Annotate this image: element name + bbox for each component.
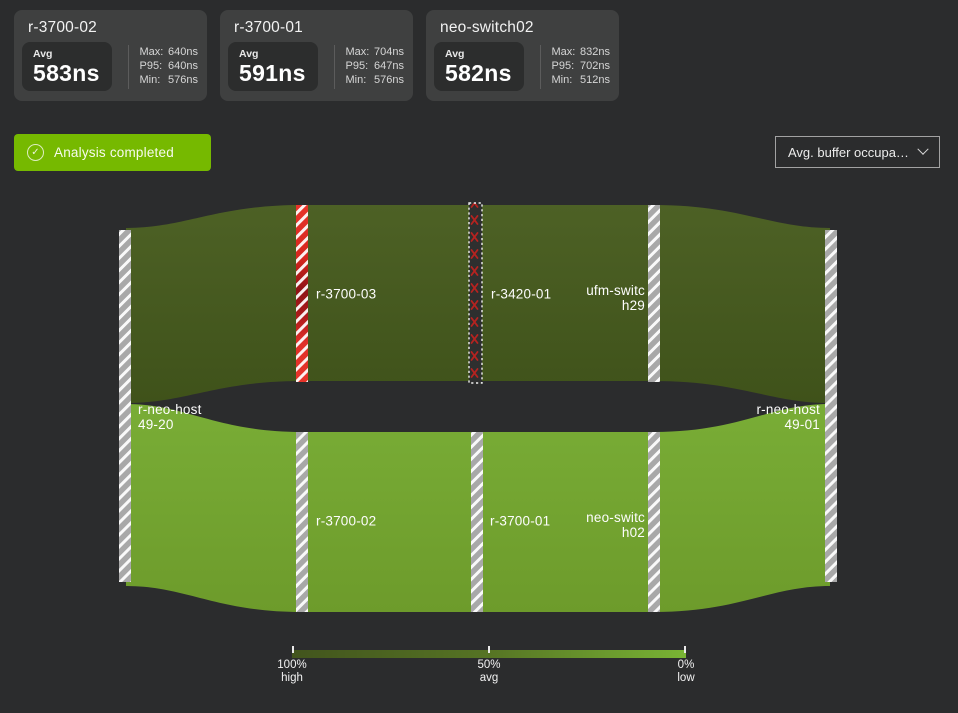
stat-card-r-3700-02: r-3700-02 Avg 583ns Max: 640ns P95: 640ns … xyxy=(14,10,207,101)
node-r-3700-02[interactable] xyxy=(296,432,308,612)
stat-p95: P95: 640ns xyxy=(139,60,198,72)
sankey-canvas xyxy=(119,202,837,612)
node-label-r-3700-02: r-3700-02 xyxy=(316,513,377,529)
legend-label-avg: 50% avg xyxy=(477,659,501,684)
stat-max: Max: 832ns xyxy=(551,46,610,58)
stat-list: Max: 640ns P95: 640ns Min: 576ns xyxy=(140,46,198,87)
node-label-r-3700-03: r-3700-03 xyxy=(316,286,377,302)
node-r-3700-01[interactable] xyxy=(471,432,483,612)
stat-card-title: neo-switch02 xyxy=(440,19,534,36)
avg-label: Avg xyxy=(445,48,465,60)
divider xyxy=(127,44,129,89)
legend-label-low: 0% low xyxy=(677,659,695,684)
avg-label: Avg xyxy=(33,48,53,60)
node-label-neo-switch02: neo-switch02 xyxy=(586,510,645,540)
analysis-status-label: Analysis completed xyxy=(54,145,174,160)
stat-card-r-3700-01: r-3700-01 Avg 591ns Max: 704ns P95: 647ns … xyxy=(220,10,413,101)
stat-min: Min: 576ns xyxy=(139,74,198,86)
stat-min: Min: 576ns xyxy=(345,74,404,86)
stat-list: Max: 832ns P95: 702ns Min: 512ns xyxy=(552,46,610,87)
legend-tick-50 xyxy=(488,646,490,653)
stat-min: Min: 512ns xyxy=(551,74,610,86)
metric-dropdown-value: Avg. buffer occupa… xyxy=(788,144,909,160)
avg-panel: Avg 582ns xyxy=(434,42,524,91)
occupancy-legend: 100% high 50% avg 0% low xyxy=(277,646,695,684)
node-label-r-3700-01: r-3700-01 xyxy=(490,513,551,529)
legend-gradient-bar xyxy=(292,646,686,658)
legend-tick-0 xyxy=(684,646,686,653)
check-circle-icon xyxy=(27,144,44,161)
node-neo-switch02[interactable] xyxy=(648,432,660,612)
avg-value: 591ns xyxy=(239,60,306,86)
stat-max: Max: 704ns xyxy=(345,46,404,58)
divider xyxy=(333,44,335,89)
node-label-r-3420-01: r-3420-01 xyxy=(491,286,552,302)
stat-card-title: r-3700-02 xyxy=(28,19,98,36)
avg-value: 582ns xyxy=(445,60,512,86)
latency-cards: r-3700-02 Avg 583ns Max: 640ns P95: 640ns … xyxy=(14,10,619,101)
metric-dropdown[interactable]: Avg. buffer occupa… xyxy=(775,136,940,168)
stat-max: Max: 640ns xyxy=(139,46,198,58)
avg-panel: Avg 591ns xyxy=(228,42,318,91)
node-label-r-neo-host49-01: r-neo-host49-01 xyxy=(756,402,820,432)
node-label-ufm-switch29: ufm-switch29 xyxy=(586,283,645,313)
node-ufm-switch29[interactable] xyxy=(648,205,660,382)
avg-panel: Avg 583ns xyxy=(22,42,112,91)
chevron-down-icon xyxy=(917,143,929,155)
stat-list: Max: 704ns P95: 647ns Min: 576ns xyxy=(346,46,404,87)
node-r-neo-host49-01[interactable] xyxy=(825,230,837,582)
stat-card-title: r-3700-01 xyxy=(234,19,304,36)
analysis-status-chip: Analysis completed xyxy=(14,134,211,171)
stat-p95: P95: 647ns xyxy=(345,60,404,72)
node-r-3700-03-alert[interactable] xyxy=(296,205,308,382)
avg-value: 583ns xyxy=(33,60,100,86)
stat-p95: P95: 702ns xyxy=(551,60,610,72)
topology-diagram: r-3700-03 r-3420-01 ufm-switch29 r-neo-h… xyxy=(0,195,958,640)
legend-tick-100 xyxy=(292,646,294,653)
divider xyxy=(539,44,541,89)
node-r-neo-host49-20[interactable] xyxy=(119,230,131,582)
avg-label: Avg xyxy=(239,48,259,60)
legend-label-high: 100% high xyxy=(277,659,307,684)
node-label-r-neo-host49-20: r-neo-host49-20 xyxy=(138,402,202,432)
stat-card-neo-switch02: neo-switch02 Avg 582ns Max: 832ns P95: 702… xyxy=(426,10,619,101)
node-r-3420-01-error[interactable] xyxy=(468,202,483,384)
